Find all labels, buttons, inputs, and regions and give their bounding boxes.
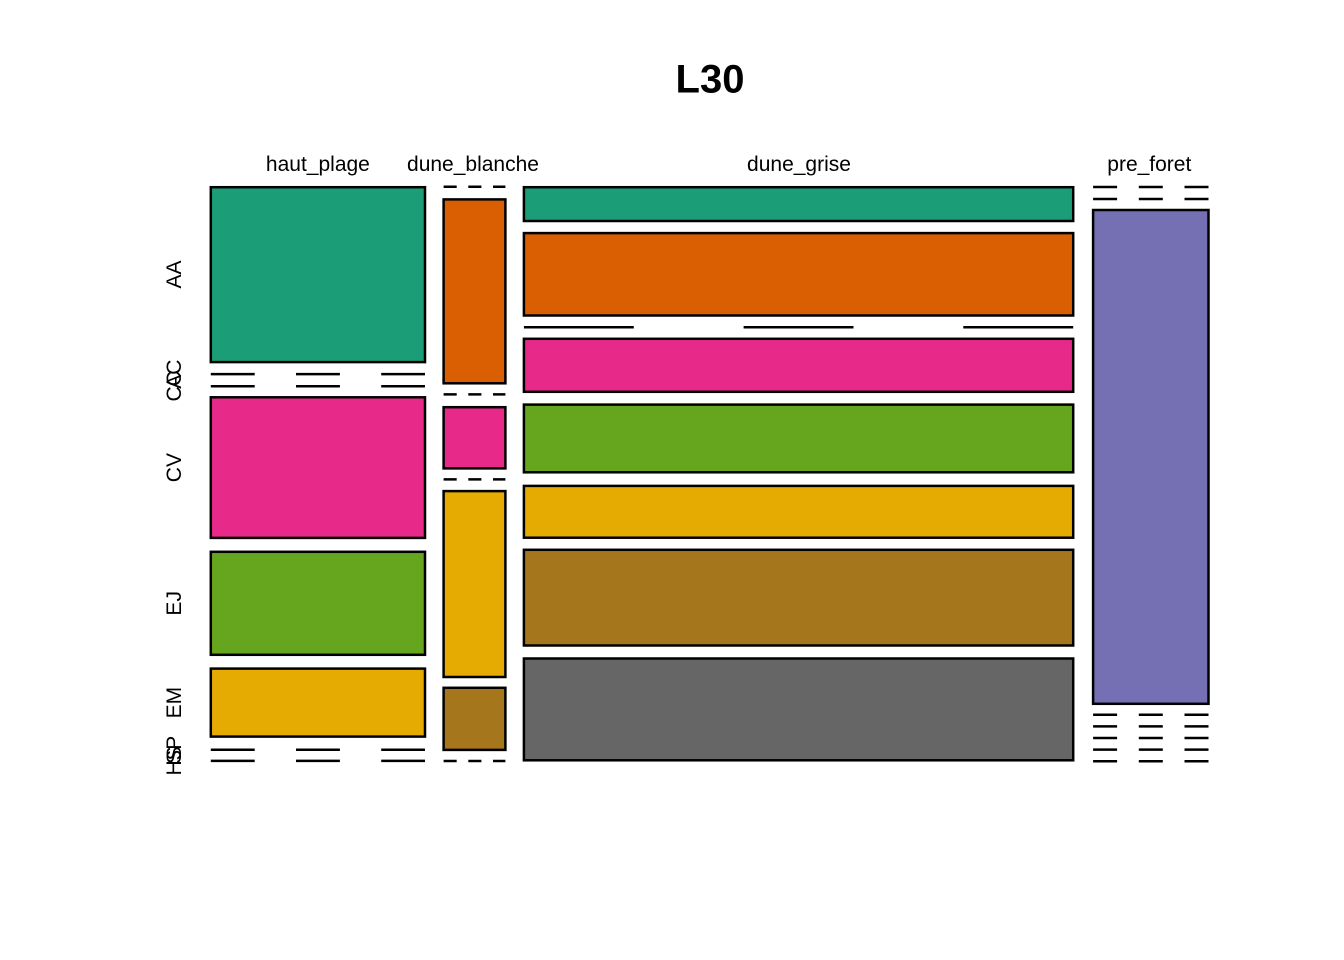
svg-text:CC: CC [163, 371, 186, 401]
svg-text:dune_blanche: dune_blanche [407, 153, 539, 176]
svg-text:haut_plage: haut_plage [266, 153, 370, 176]
svg-text:AC: AC [163, 360, 186, 389]
svg-text:EJ: EJ [163, 591, 186, 616]
svg-text:HS: HS [163, 746, 186, 775]
svg-text:pre_foret: pre_foret [1107, 153, 1191, 176]
svg-text:EM: EM [163, 687, 186, 719]
svg-text:AA: AA [163, 260, 186, 288]
svg-text:SP: SP [163, 736, 186, 764]
svg-text:L30: L30 [676, 58, 745, 102]
svg-text:CV: CV [163, 453, 186, 482]
svg-text:dune_grise: dune_grise [747, 153, 851, 176]
